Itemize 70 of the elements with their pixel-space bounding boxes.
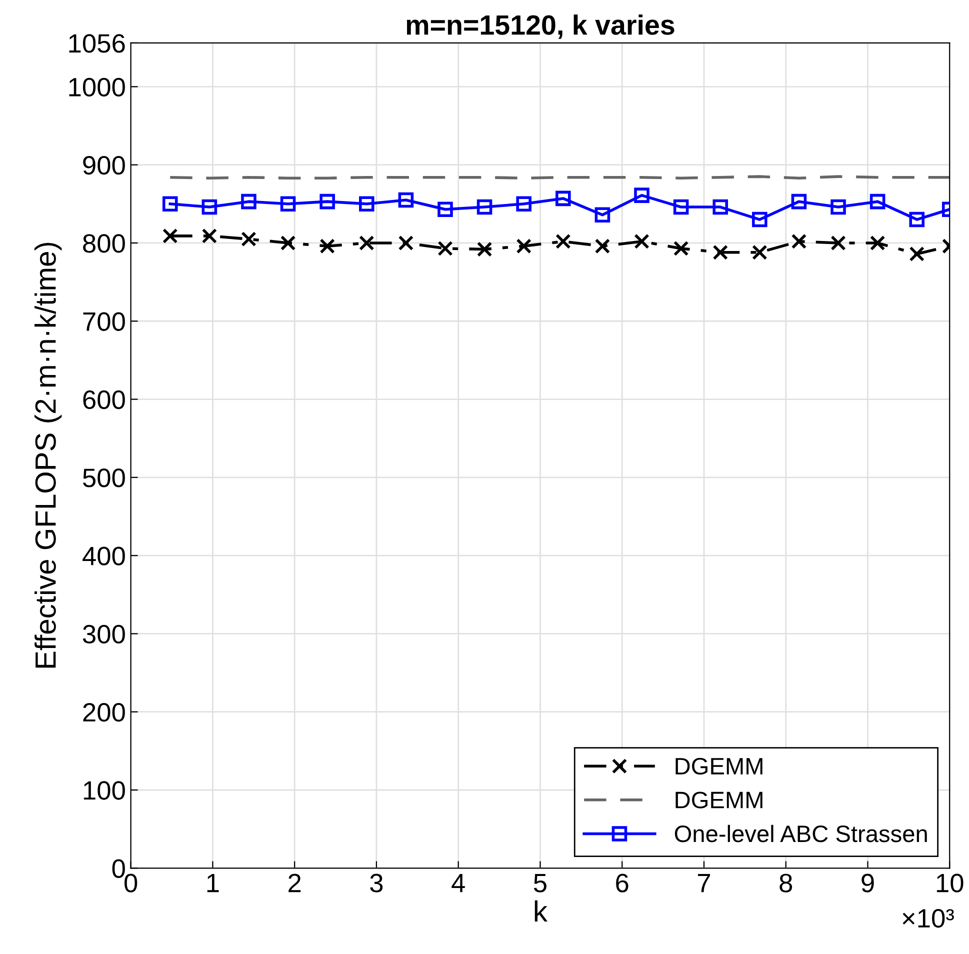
point <box>162 196 178 212</box>
point <box>241 231 256 247</box>
point <box>556 234 571 250</box>
y-tick-label: 100 <box>84 781 125 800</box>
point <box>712 244 728 260</box>
x-tick-label: 5 <box>534 874 546 892</box>
x-tick-label: 6 <box>616 874 628 892</box>
x-tick-label: 10 <box>936 874 964 892</box>
point <box>712 199 728 215</box>
point <box>202 228 218 244</box>
point <box>634 234 650 250</box>
point <box>476 199 492 215</box>
x-tick-label: 4 <box>452 874 465 892</box>
point <box>870 235 886 251</box>
point <box>516 196 532 212</box>
point <box>791 194 807 210</box>
legend-label: One-level ABC Strassen <box>674 824 927 842</box>
point <box>358 196 374 212</box>
point <box>791 234 807 250</box>
point <box>634 188 650 203</box>
y-tick-label: 800 <box>83 234 125 253</box>
legend-label: DGEMM <box>676 758 762 775</box>
x-tick-label: 7 <box>698 874 710 892</box>
point <box>280 235 296 251</box>
point <box>673 199 689 215</box>
x-tick-label: 2 <box>288 874 301 892</box>
point <box>830 235 846 251</box>
y-tick-label: 400 <box>82 546 125 566</box>
point <box>162 228 178 244</box>
point <box>909 212 925 228</box>
y-tick-label: 1056 <box>69 34 125 53</box>
y-tick-label: 1000 <box>69 78 125 97</box>
point <box>398 192 414 208</box>
x-tick-label: 1 <box>207 874 219 892</box>
y-tick-label: 700 <box>83 312 125 331</box>
point <box>438 202 453 218</box>
x-tick-label: 0 <box>124 874 138 892</box>
y-tick-label: 900 <box>83 156 125 175</box>
x-axis-title: k <box>534 900 548 922</box>
point <box>202 199 218 215</box>
y-tick-label: 500 <box>82 468 125 488</box>
x-tick-label: 3 <box>370 874 383 892</box>
point <box>870 194 886 210</box>
point <box>241 194 256 210</box>
point <box>909 246 925 262</box>
point <box>320 238 335 254</box>
point <box>556 190 571 206</box>
point <box>358 235 374 251</box>
text: ×10³ <box>902 909 954 928</box>
y-tick-label: 600 <box>83 390 125 410</box>
point <box>516 238 532 254</box>
point <box>594 207 610 222</box>
point <box>398 235 414 251</box>
point <box>752 244 768 260</box>
legend-label: DGEMM <box>676 792 762 808</box>
chart-title: m=n=15120, k varies <box>406 14 674 39</box>
x-tick-label: 8 <box>780 874 792 892</box>
point <box>752 212 768 228</box>
point <box>438 240 453 256</box>
y-axis-title: Effective GFLOPS (2·m·n·k/time) <box>34 242 62 668</box>
point <box>280 196 296 212</box>
y-tick-label: 300 <box>82 624 125 644</box>
y-tick-label: 0 <box>112 859 125 878</box>
point <box>673 240 689 256</box>
point <box>830 199 846 215</box>
x-tick-label: 9 <box>862 874 874 892</box>
point <box>594 238 610 254</box>
point <box>476 242 492 257</box>
y-tick-label: 200 <box>83 702 125 722</box>
point <box>320 194 335 210</box>
